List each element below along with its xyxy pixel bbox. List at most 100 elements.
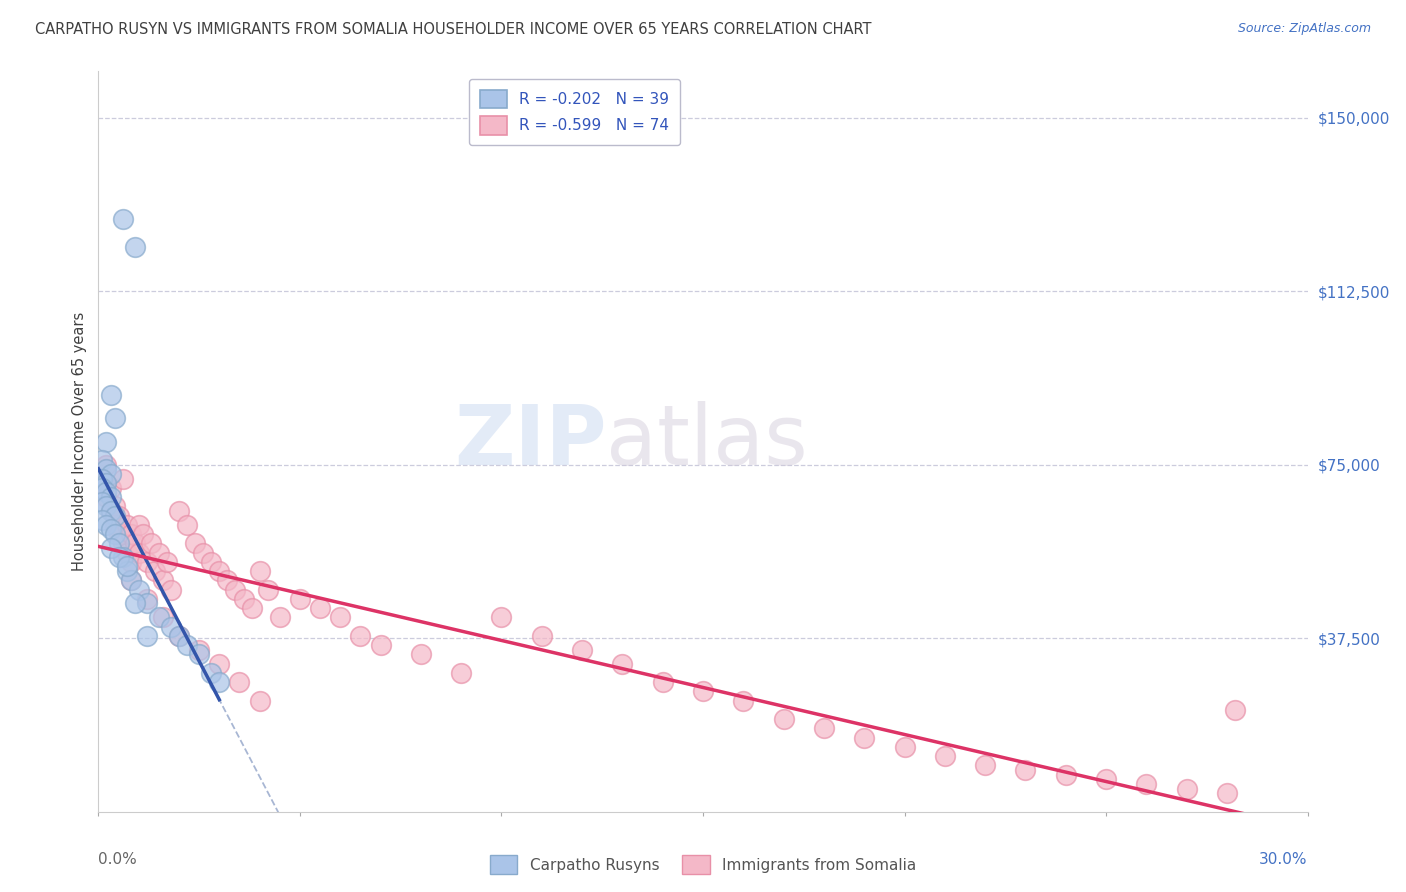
Point [188, 642, 211, 657]
Point [651, 675, 673, 690]
Point [288, 591, 311, 606]
Point [349, 629, 371, 643]
Point [269, 610, 291, 624]
Point [450, 665, 472, 680]
Point [100, 490, 122, 504]
Point [208, 564, 231, 578]
Point [329, 610, 352, 624]
Point [91, 471, 114, 485]
Point [228, 675, 250, 690]
Point [135, 591, 157, 606]
Point [409, 648, 432, 662]
Point [139, 536, 162, 550]
Text: 30.0%: 30.0% [1260, 853, 1308, 867]
Point [530, 629, 553, 643]
Point [103, 517, 125, 532]
Point [111, 212, 134, 227]
Point [193, 545, 215, 560]
Point [200, 555, 222, 569]
Point [96, 485, 118, 500]
Text: ZIP: ZIP [454, 401, 606, 482]
Point [132, 527, 155, 541]
Point [135, 555, 157, 569]
Point [124, 240, 146, 254]
Point [224, 582, 246, 597]
Point [135, 597, 157, 611]
Point [128, 582, 150, 597]
Text: 0.0%: 0.0% [98, 853, 138, 867]
Point [100, 481, 122, 495]
Point [571, 642, 593, 657]
Point [733, 694, 755, 708]
Point [103, 500, 125, 514]
Point [107, 508, 129, 523]
Point [120, 555, 142, 569]
Text: Source: ZipAtlas.com: Source: ZipAtlas.com [1237, 22, 1371, 36]
Point [115, 564, 138, 578]
Point [96, 476, 118, 491]
Point [128, 545, 150, 560]
Point [1175, 781, 1198, 796]
Point [208, 657, 231, 671]
Point [200, 665, 222, 680]
Point [96, 500, 118, 514]
Point [100, 467, 122, 481]
Legend: Carpatho Rusyns, Immigrants from Somalia: Carpatho Rusyns, Immigrants from Somalia [484, 849, 922, 880]
Point [813, 722, 835, 736]
Point [107, 527, 129, 541]
Point [111, 471, 134, 485]
Point [91, 453, 114, 467]
Point [893, 739, 915, 754]
Point [167, 629, 190, 643]
Point [96, 517, 118, 532]
Point [176, 638, 198, 652]
Point [100, 523, 122, 537]
Point [256, 582, 278, 597]
Point [91, 481, 114, 495]
Y-axis label: Householder Income Over 65 years: Householder Income Over 65 years [72, 312, 87, 571]
Point [167, 504, 190, 518]
Point [135, 629, 157, 643]
Point [1054, 767, 1077, 781]
Text: CARPATHO RUSYN VS IMMIGRANTS FROM SOMALIA HOUSEHOLDER INCOME OVER 65 YEARS CORRE: CARPATHO RUSYN VS IMMIGRANTS FROM SOMALI… [35, 22, 872, 37]
Point [1095, 772, 1118, 787]
Point [974, 758, 997, 772]
Point [934, 749, 956, 764]
Point [111, 536, 134, 550]
Point [208, 675, 231, 690]
Point [96, 458, 118, 472]
Point [184, 536, 207, 550]
Point [107, 550, 129, 565]
Point [91, 471, 114, 485]
Point [148, 545, 170, 560]
Legend: R = -0.202   N = 39, R = -0.599   N = 74: R = -0.202 N = 39, R = -0.599 N = 74 [468, 79, 681, 145]
Point [249, 694, 271, 708]
Point [124, 536, 146, 550]
Point [188, 648, 211, 662]
Point [96, 462, 118, 476]
Point [91, 494, 114, 508]
Point [96, 490, 118, 504]
Point [96, 434, 118, 449]
Point [100, 541, 122, 555]
Point [1216, 786, 1239, 800]
Point [240, 601, 263, 615]
Point [124, 597, 146, 611]
Text: atlas: atlas [606, 401, 808, 482]
Point [111, 550, 134, 565]
Point [1135, 777, 1157, 791]
Point [309, 601, 332, 615]
Point [853, 731, 876, 745]
Point [120, 574, 142, 588]
Point [91, 513, 114, 527]
Point [100, 504, 122, 518]
Point [120, 527, 142, 541]
Point [692, 684, 714, 698]
Point [103, 527, 125, 541]
Point [612, 657, 634, 671]
Point [152, 610, 174, 624]
Point [107, 536, 129, 550]
Point [100, 388, 122, 402]
Point [100, 504, 122, 518]
Point [120, 574, 142, 588]
